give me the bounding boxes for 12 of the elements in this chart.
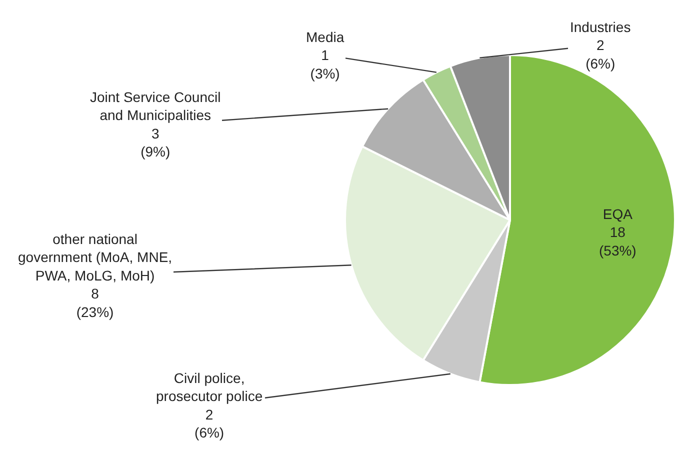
slice-label: EQA — [602, 206, 634, 222]
data-label: 2 (6%) — [194, 406, 224, 441]
slice-label: Media — [306, 29, 344, 45]
data-label: 1 (3%) — [310, 47, 340, 82]
data-label: 2 (6%) — [586, 37, 616, 72]
slice-label: Industries — [570, 19, 631, 35]
slice-label: other national government (MoA, MNE, PWA, MoLG, MoH) — [18, 231, 172, 284]
data-label: 18 (53%) — [599, 224, 636, 258]
slice-label: Civil police, prosecutor police — [156, 370, 263, 404]
data-label: 8 (23%) — [76, 286, 114, 320]
data-label: 3 (9%) — [140, 125, 170, 160]
slice-label: Joint Service Council and Municipalities — [90, 89, 221, 124]
